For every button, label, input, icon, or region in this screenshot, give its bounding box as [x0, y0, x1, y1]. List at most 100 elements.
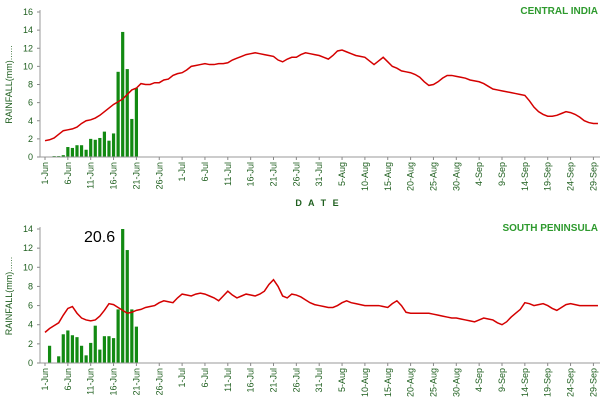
x-tick-label: 31-Jul: [314, 368, 324, 393]
x-tick-label: 26-Jul: [291, 162, 301, 187]
bar: [102, 336, 107, 363]
x-tick-label: 30-Aug: [451, 368, 461, 397]
bar: [134, 326, 138, 363]
bar: [107, 140, 111, 157]
bar: [98, 349, 102, 363]
x-tick-label: 11-Jun: [86, 162, 96, 189]
bar: [61, 155, 65, 157]
x-tick-label: 19-Sep: [543, 162, 553, 191]
x-tick-label: 16-Jul: [246, 162, 256, 187]
x-tick-label: 14-Sep: [520, 368, 530, 397]
x-tick-label: 26-Jul: [291, 368, 301, 393]
x-tick-label: 10-Aug: [360, 162, 370, 191]
y-tick-label: 14: [23, 25, 33, 35]
y-tick-label: 0: [28, 152, 33, 162]
annotation: 20.6: [84, 229, 115, 246]
bar: [75, 337, 79, 363]
y-tick-label: 2: [28, 339, 33, 349]
chart-title: SOUTH PENINSULA: [502, 223, 598, 234]
y-tick-label: 6: [28, 98, 33, 108]
bar: [130, 118, 134, 157]
x-tick-label: 9-Sep: [497, 368, 507, 392]
bar: [125, 250, 129, 363]
x-tick-label: 6-Jul: [200, 162, 210, 182]
bar: [116, 309, 120, 363]
y-tick-label: 14: [23, 224, 33, 234]
bar: [89, 138, 93, 157]
x-tick-label: 16-Jul: [246, 368, 256, 393]
bar: [93, 139, 97, 157]
x-tick-label: 1-Jun: [40, 162, 50, 185]
x-tick-label: 25-Aug: [428, 368, 438, 397]
bar: [75, 145, 79, 157]
y-tick-label: 10: [23, 262, 33, 272]
x-tick-label: 26-Jun: [154, 368, 164, 396]
x-tick-label: 1-Jul: [177, 162, 187, 182]
y-axis-label: RAINFALL(mm)......: [4, 45, 14, 124]
x-tick-label: 20-Aug: [406, 368, 416, 397]
x-tick-label: 9-Sep: [497, 162, 507, 186]
y-tick-label: 0: [28, 358, 33, 368]
y-tick-label: 2: [28, 134, 33, 144]
line: [44, 49, 598, 142]
bar: [111, 338, 116, 363]
bar: [79, 345, 84, 363]
y-tick-label: 16: [23, 7, 33, 17]
x-tick-label: 21-Jun: [131, 162, 141, 190]
bar: [98, 137, 102, 157]
x-tick-label: 1-Jul: [177, 368, 187, 388]
plot-area: [44, 229, 598, 363]
x-tick-label: 11-Jul: [223, 368, 233, 392]
x-tick-label: 29-Sep: [588, 368, 598, 397]
bar: [121, 31, 125, 157]
x-tick-label: 26-Jun: [154, 162, 164, 190]
plot-area: [44, 31, 598, 157]
x-tick-label: 29-Sep: [588, 162, 598, 191]
bar: [125, 69, 129, 157]
y-tick-label: 12: [23, 43, 33, 53]
bar: [66, 147, 70, 157]
y-tick-label: 8: [28, 80, 33, 90]
chart-title: CENTRAL INDIA: [520, 6, 598, 17]
x-tick-label: 6-Jun: [63, 162, 73, 185]
x-tick-label: 11-Jun: [86, 368, 96, 395]
x-tick-label: 24-Sep: [566, 368, 576, 397]
y-tick-label: 8: [28, 281, 33, 291]
y-axis-label: RAINFALL(mm)......: [4, 257, 14, 336]
x-tick-label: 25-Aug: [428, 162, 438, 191]
x-tick-label: 21-Jun: [131, 368, 141, 396]
bar: [57, 356, 61, 363]
y-tick-label: 10: [23, 61, 33, 71]
x-tick-label: 15-Aug: [383, 162, 393, 191]
x-tick-label: 11-Jul: [223, 162, 233, 186]
x-tick-label: 10-Aug: [360, 368, 370, 397]
x-tick-label: 5-Aug: [337, 162, 347, 186]
x-tick-label: 6-Jul: [200, 368, 210, 388]
x-tick-label: 5-Aug: [337, 368, 347, 392]
bar: [66, 330, 70, 363]
x-tick-label: 14-Sep: [520, 162, 530, 191]
x-tick-label: 21-Jul: [269, 162, 279, 187]
bar: [102, 131, 107, 157]
bar: [79, 145, 84, 157]
bar: [121, 229, 125, 363]
x-tick-label: 4-Sep: [474, 368, 484, 392]
x-tick-label: 20-Aug: [406, 162, 416, 191]
x-tick-label: 24-Sep: [566, 162, 576, 191]
bar: [84, 355, 88, 363]
bar: [130, 309, 134, 363]
bar: [47, 345, 52, 363]
bar: [93, 325, 97, 363]
bar: [70, 335, 75, 363]
x-tick-label: 30-Aug: [451, 162, 461, 191]
y-tick-label: 4: [28, 116, 33, 126]
x-tick-label: 1-Jun: [40, 368, 50, 391]
x-tick-label: 15-Aug: [383, 368, 393, 397]
x-tick-label: 16-Jun: [109, 162, 119, 190]
y-tick-label: 12: [23, 243, 33, 253]
bar: [111, 133, 116, 157]
bar: [89, 342, 93, 363]
bar: [107, 336, 111, 363]
bar: [70, 147, 75, 157]
